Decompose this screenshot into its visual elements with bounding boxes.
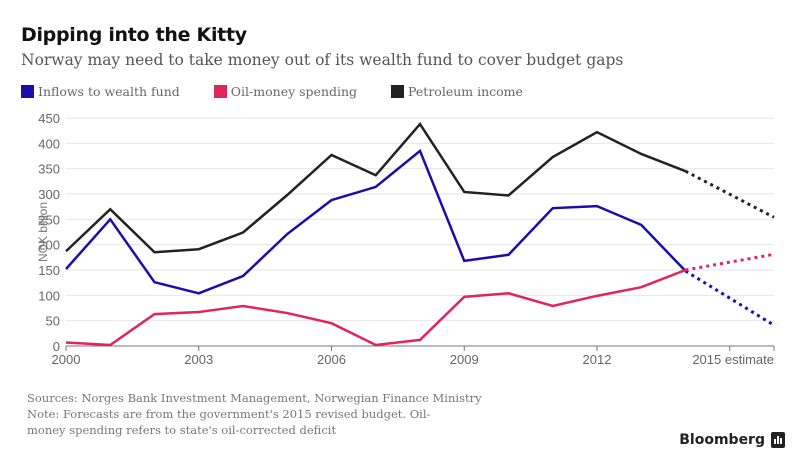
legend-item-petroleum: Petroleum income [391,84,523,99]
legend-swatch-inflows [21,85,34,98]
y-tick-label: 0 [53,339,60,354]
y-tick-label: 300 [38,187,60,202]
x-tick-label: 2003 [184,352,213,367]
brand-logo: Bloomberg [679,432,785,448]
y-tick-label: 50 [46,314,60,329]
chart-subtitle: Norway may need to take money out of its… [21,51,624,69]
legend-label-petroleum: Petroleum income [408,84,523,99]
y-tick-label: 200 [38,238,60,253]
sources-text: Sources: Norges Bank Investment Manageme… [27,391,482,405]
y-axis-title: NOK billion [36,202,50,262]
y-tick-label: 100 [38,288,60,303]
legend-label-inflows: Inflows to wealth fund [38,84,180,99]
legend-swatch-spending [213,85,227,98]
legend-label-spending: Oil-money spending [230,84,358,99]
legend-item-spending: Oil-money spending [213,84,358,99]
series-line-inflows-to-wealth-fund [65,148,687,295]
y-tick-label: 150 [38,263,60,278]
y-tick-label: 350 [38,162,60,177]
chart-title: Dipping into the Kitty [21,24,247,46]
x-tick-label: 2012 [583,352,612,367]
estimate-line-petroleum-income [684,169,775,219]
x-tick-label: 2006 [317,352,346,367]
estimate-line-inflows-to-wealth-fund [684,269,775,327]
note-text: Note: Forecasts are from the government'… [27,407,431,437]
y-axis: 0 50 100 150 200 250 300 350 400 450 [38,111,60,354]
y-tick-label: 400 [38,136,60,151]
x-axis: 2000 2003 2006 2009 2012 2015 estimate [52,345,775,367]
legend-item-inflows: Inflows to wealth fund [21,84,180,99]
brand-name: Bloomberg [679,432,765,448]
series-lines [65,122,775,347]
gridlines [66,117,774,322]
series-line-oil-money-spending [65,268,686,347]
legend: Inflows to wealth fund Oil-money spendin… [21,84,557,99]
x-tick-label: 2000 [52,352,81,367]
x-tick-label: 2009 [450,352,479,367]
y-tick-label: 250 [38,212,60,227]
series-line-petroleum-income [65,122,686,254]
y-tick-label: 450 [38,111,60,126]
bloomberg-chart-icon [771,432,785,448]
legend-swatch-petroleum [391,85,405,98]
x-tick-label: 2015 estimate [692,352,774,367]
footer: Sources: Norges Bank Investment Manageme… [27,390,787,438]
estimate-line-oil-money-spending [685,252,775,272]
